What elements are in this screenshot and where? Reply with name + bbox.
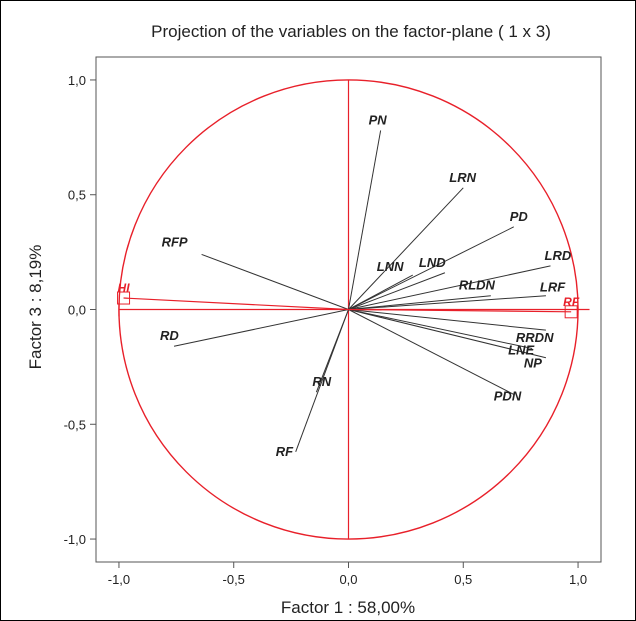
vector-rldn xyxy=(348,295,491,310)
x-tick-label: -1,0 xyxy=(108,572,130,587)
label-lne: LNE xyxy=(508,343,534,358)
label-lrd: LRD xyxy=(545,248,572,263)
x-tick-label: 1,0 xyxy=(569,572,587,587)
vector-lne xyxy=(348,309,533,350)
vector-np xyxy=(348,309,547,359)
supp-marker xyxy=(117,291,131,305)
y-tick-label: 1,0 xyxy=(68,73,86,88)
label-np: NP xyxy=(524,356,542,371)
y-tick-label: 0,5 xyxy=(68,188,86,203)
x-axis-label: Factor 1 : 58,00% xyxy=(281,598,415,617)
vector-pn xyxy=(348,130,382,310)
vector-rd xyxy=(173,309,349,347)
x-tick-label: -0,5 xyxy=(223,572,245,587)
vector-rf xyxy=(295,309,349,452)
vector-lrn xyxy=(348,187,464,310)
vector-pdn xyxy=(348,309,515,395)
chart-title: Projection of the variables on the facto… xyxy=(151,22,551,41)
x-tick-label: 0,5 xyxy=(454,572,472,587)
label-rldn: RLDN xyxy=(459,278,496,293)
vector-lrd xyxy=(348,265,551,310)
label-rf: RF xyxy=(276,444,294,459)
label-lrn: LRN xyxy=(449,170,476,185)
vector-lrf xyxy=(348,295,546,310)
label-rd: RD xyxy=(160,328,179,343)
label-rrdn: RRDN xyxy=(516,330,554,345)
label-rn: RN xyxy=(312,374,331,389)
y-tick-label: 0,0 xyxy=(68,303,86,318)
vector-lnn xyxy=(348,274,414,310)
supp-marker xyxy=(564,305,578,319)
label-lnd: LND xyxy=(419,255,446,270)
supp-label-hi: HI xyxy=(118,281,131,295)
axis-ticks: -1,0 -0,5 0,0 0,5 1,0 1,0 0,5 0,0 -0,5 -1,0 xyxy=(64,73,587,587)
vector-pd xyxy=(348,226,514,310)
supp-vector-hi xyxy=(123,297,349,311)
y-tick-label: -0,5 xyxy=(64,417,86,432)
x-tick-label: 0,0 xyxy=(339,572,357,587)
vector-rfp xyxy=(201,253,349,310)
label-lnn: LNN xyxy=(377,259,404,274)
vector-lnd xyxy=(348,272,446,310)
label-lrf: LRF xyxy=(540,280,566,295)
label-pd: PD xyxy=(510,209,529,224)
supp-vector-rf xyxy=(348,308,572,313)
variable-vectors xyxy=(117,130,578,452)
label-pdn: PDN xyxy=(494,388,522,403)
label-pn: PN xyxy=(369,112,388,127)
vector-rrdn xyxy=(348,309,546,331)
y-tick-label: -1,0 xyxy=(64,532,86,547)
label-rfp: RFP xyxy=(162,234,188,249)
y-axis-label: Factor 3 : 8,19% xyxy=(26,245,45,370)
supp-label-rf: RF xyxy=(563,295,580,309)
